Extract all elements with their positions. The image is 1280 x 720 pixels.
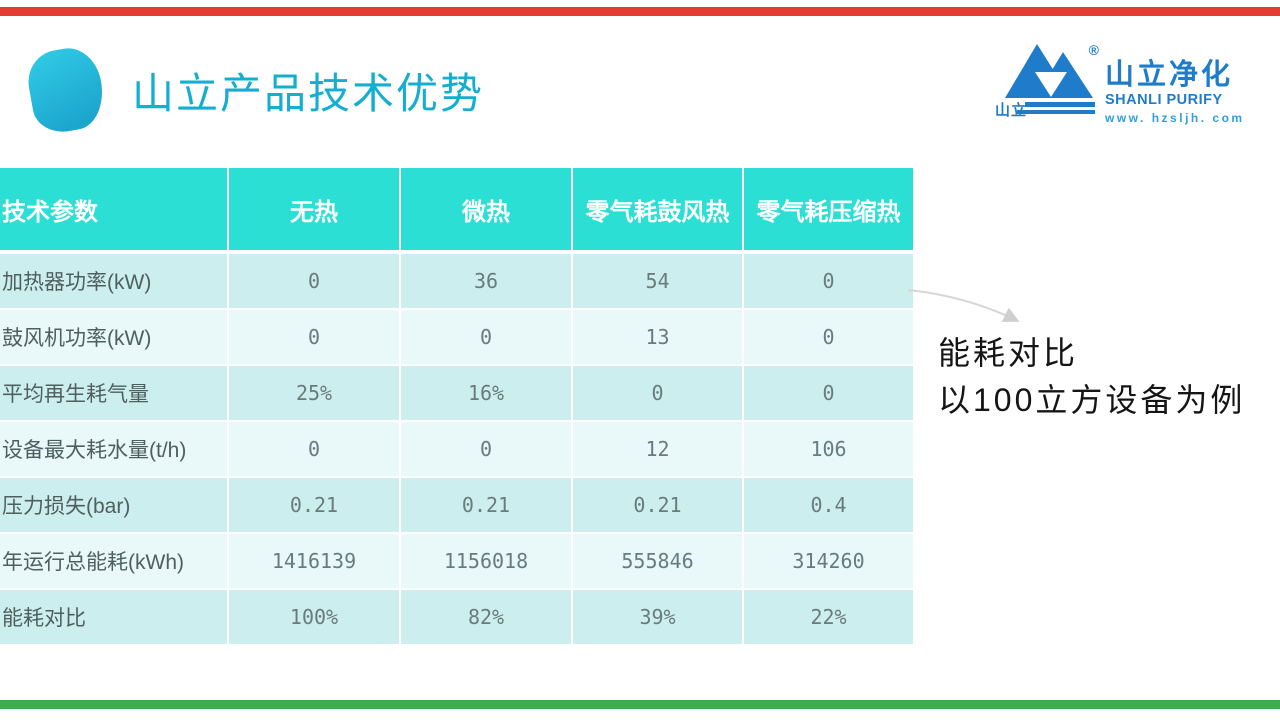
- row-value: 36: [401, 254, 571, 308]
- table-row: 压力损失(bar) 0.21 0.21 0.21 0.4: [0, 478, 913, 532]
- row-value: 12: [573, 422, 742, 476]
- bottom-accent-bar: [0, 700, 1280, 709]
- comparison-table-header: 技术参数 无热 微热 零气耗鼓风热 零气耗压缩热: [0, 168, 913, 250]
- row-value: 0.21: [401, 478, 571, 532]
- row-value: 0.4: [744, 478, 913, 532]
- row-value: 1416139: [229, 534, 399, 588]
- company-logo: 山立 ® 山立净化 SHANLI PURIFY www. hzsljh. com: [993, 40, 1243, 130]
- header-cell: 无热: [229, 168, 399, 250]
- page-title: 山立产品技术优势: [132, 69, 485, 118]
- row-value: 22%: [744, 590, 913, 644]
- row-value: 106: [744, 422, 913, 476]
- header-cell: 零气耗鼓风热: [573, 168, 742, 250]
- row-value: 54: [573, 254, 742, 308]
- row-value: 0: [229, 310, 399, 364]
- row-value: 13: [573, 310, 742, 364]
- registered-trademark-icon: ®: [1088, 42, 1099, 58]
- comparison-table: 技术参数 无热 微热 零气耗鼓风热 零气耗压缩热 加热器功率(kW) 0 36 54 0 鼓风机功…: [0, 168, 913, 644]
- header-cell: 零气耗压缩热: [744, 168, 913, 250]
- row-label: 加热器功率(kW): [0, 254, 227, 308]
- annotation-line-1: 能耗对比: [938, 335, 1079, 371]
- logo-text-block: 山立净化 SHANLI PURIFY www. hzsljh. com: [1105, 40, 1245, 130]
- row-value: 0: [229, 254, 399, 308]
- row-value: 82%: [401, 590, 571, 644]
- row-value: 100%: [229, 590, 399, 644]
- header-cell: 微热: [401, 168, 571, 250]
- table-row: 平均再生耗气量 25% 16% 0 0: [0, 366, 913, 420]
- row-value: 555846: [573, 534, 742, 588]
- row-value: 0: [229, 422, 399, 476]
- row-label: 能耗对比: [0, 590, 227, 644]
- decorative-blob: [23, 43, 109, 137]
- mountain-icon: [1005, 44, 1095, 114]
- row-value: 0: [401, 422, 571, 476]
- table-row: 加热器功率(kW) 0 36 54 0: [0, 254, 913, 308]
- row-label: 鼓风机功率(kW): [0, 310, 227, 364]
- annotation-text: 能耗对比 以100立方设备为例: [938, 330, 1245, 424]
- logo-mountain-mark: 山立 ®: [993, 40, 1101, 128]
- table-row: 能耗对比 100% 82% 39% 22%: [0, 590, 913, 644]
- table-row: 设备最大耗水量(t/h) 0 0 12 106: [0, 422, 913, 476]
- row-value: 16%: [401, 366, 571, 420]
- logo-company-name-en: SHANLI PURIFY: [1105, 92, 1223, 109]
- row-label: 压力损失(bar): [0, 478, 227, 532]
- table-row: 年运行总能耗(kWh) 1416139 1156018 555846 314260: [0, 534, 913, 588]
- row-label: 平均再生耗气量: [0, 366, 227, 420]
- row-value: 0: [744, 254, 913, 308]
- row-label: 年运行总能耗(kWh): [0, 534, 227, 588]
- top-accent-bar: [0, 7, 1280, 16]
- row-value: 0: [744, 310, 913, 364]
- row-value: 0.21: [229, 478, 399, 532]
- row-value: 0: [401, 310, 571, 364]
- row-label: 设备最大耗水量(t/h): [0, 422, 227, 476]
- table-row: 鼓风机功率(kW) 0 0 13 0: [0, 310, 913, 364]
- header-cell-parameter: 技术参数: [0, 168, 227, 250]
- row-value: 1156018: [401, 534, 571, 588]
- row-value: 0.21: [573, 478, 742, 532]
- row-value: 0: [573, 366, 742, 420]
- row-value: 314260: [744, 534, 913, 588]
- row-value: 0: [744, 366, 913, 420]
- logo-company-name-cn: 山立净化: [1105, 59, 1234, 91]
- logo-website: www. hzsljh. com: [1105, 111, 1245, 126]
- logo-mark-label: 山立: [995, 102, 1028, 119]
- annotation-line-2: 以100立方设备为例: [938, 382, 1246, 418]
- row-value: 39%: [573, 590, 742, 644]
- annotation-arrow-icon: [907, 289, 1020, 323]
- row-value: 25%: [229, 366, 399, 420]
- comparison-table-body: 加热器功率(kW) 0 36 54 0 鼓风机功率(kW) 0 0 13 0 平均再生耗气量 25% 1…: [0, 254, 913, 644]
